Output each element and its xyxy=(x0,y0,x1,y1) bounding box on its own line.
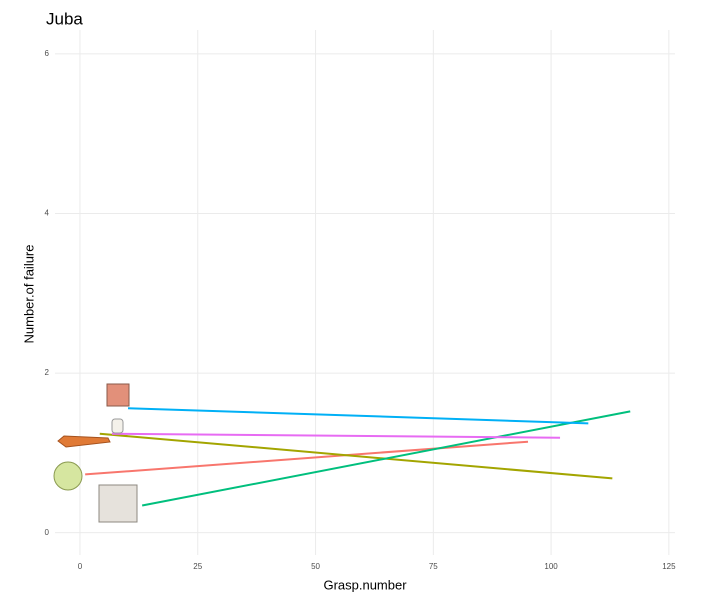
y-tick-label: 4 xyxy=(45,209,50,218)
x-tick-label: 75 xyxy=(429,562,438,571)
object-icons xyxy=(53,383,138,523)
x-tick-label: 50 xyxy=(311,562,320,571)
apple-icon xyxy=(53,461,83,491)
lines xyxy=(85,407,631,507)
cup-icon xyxy=(111,418,124,434)
cube-icon xyxy=(98,484,138,523)
grid xyxy=(55,30,675,555)
carrot-icon xyxy=(57,435,111,448)
x-tick-label: 25 xyxy=(193,562,202,571)
y-tick-label: 2 xyxy=(45,368,50,377)
x-tick-label: 100 xyxy=(544,562,558,571)
series-line xyxy=(141,410,631,507)
y-tick-label: 6 xyxy=(45,49,50,58)
y-tick-label: 0 xyxy=(45,528,50,537)
series-line xyxy=(99,432,613,480)
box-icon xyxy=(106,383,130,407)
y-axis-title: Number.of failure xyxy=(21,245,36,344)
series-line xyxy=(85,440,529,476)
series-line xyxy=(111,432,561,439)
chart-title: Juba xyxy=(46,9,83,28)
x-tick-label: 0 xyxy=(78,562,83,571)
x-tick-label: 125 xyxy=(662,562,676,571)
series-line xyxy=(127,407,589,425)
x-axis-title: Grasp.number xyxy=(323,577,407,592)
